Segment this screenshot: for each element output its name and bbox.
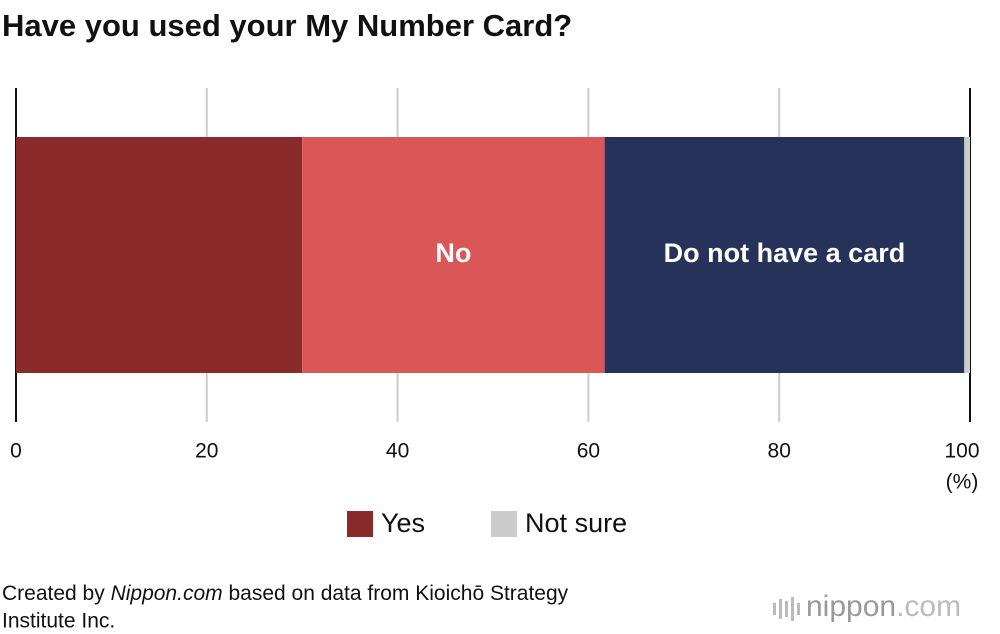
segment-label: Do not have a card <box>664 238 906 268</box>
legend-swatch <box>491 511 518 537</box>
bar-segment <box>964 137 970 373</box>
logo-text: .com <box>896 590 961 623</box>
logo: nippon.com <box>806 590 961 623</box>
x-axis-unit: (%) <box>946 471 979 494</box>
chart-title: Have you used your My Number Card? <box>2 8 572 43</box>
bar-segment <box>604 137 965 373</box>
bar-segment <box>16 137 303 373</box>
x-tick-label: 0 <box>10 440 22 463</box>
logo-text: nippon <box>806 590 896 623</box>
legend-label: Not sure <box>525 508 627 538</box>
source-text: Created by <box>2 582 111 605</box>
x-tick-label: 20 <box>195 440 218 463</box>
legend-label: Yes <box>381 508 425 538</box>
x-tick-label: 80 <box>768 440 791 463</box>
legend-swatch <box>347 511 373 537</box>
segment-label: No <box>435 238 471 268</box>
bar-segment <box>302 137 605 373</box>
logo-icon <box>773 597 800 621</box>
x-tick-label: 60 <box>577 440 600 463</box>
source: Institute Inc. <box>2 610 115 633</box>
source-text: Nippon.com <box>111 582 223 605</box>
source: Created by Nippon.com based on data from… <box>2 582 569 605</box>
x-tick-label: 40 <box>386 440 409 463</box>
source-text: based on data from Kioichō Strategy <box>223 582 569 605</box>
x-tick-label: 100 <box>944 440 979 463</box>
